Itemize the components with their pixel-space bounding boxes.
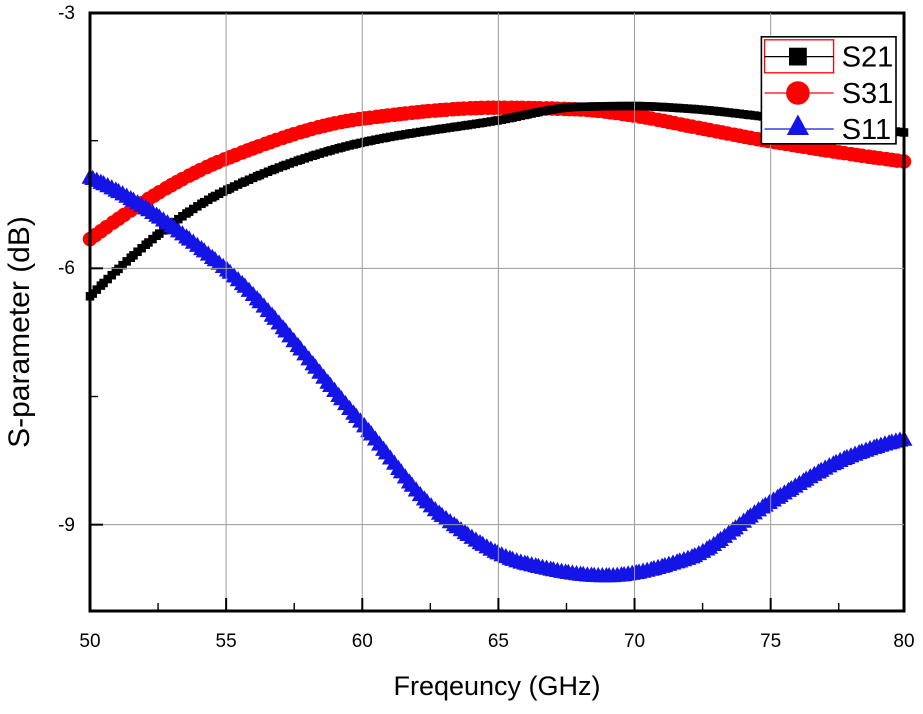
svg-text:75: 75 xyxy=(760,631,781,652)
svg-text:50: 50 xyxy=(79,631,100,652)
svg-text:S21: S21 xyxy=(842,42,894,74)
svg-text:70: 70 xyxy=(624,631,645,652)
svg-text:-6: -6 xyxy=(58,258,75,279)
svg-text:-3: -3 xyxy=(58,3,75,24)
svg-text:S11: S11 xyxy=(842,114,891,146)
svg-text:60: 60 xyxy=(352,631,373,652)
svg-text:Freqeuncy (GHz): Freqeuncy (GHz) xyxy=(393,671,600,701)
svg-text:55: 55 xyxy=(216,631,237,652)
svg-text:80: 80 xyxy=(893,631,914,652)
svg-text:-9: -9 xyxy=(58,515,75,536)
svg-text:65: 65 xyxy=(488,631,509,652)
svg-text:S31: S31 xyxy=(842,78,894,110)
